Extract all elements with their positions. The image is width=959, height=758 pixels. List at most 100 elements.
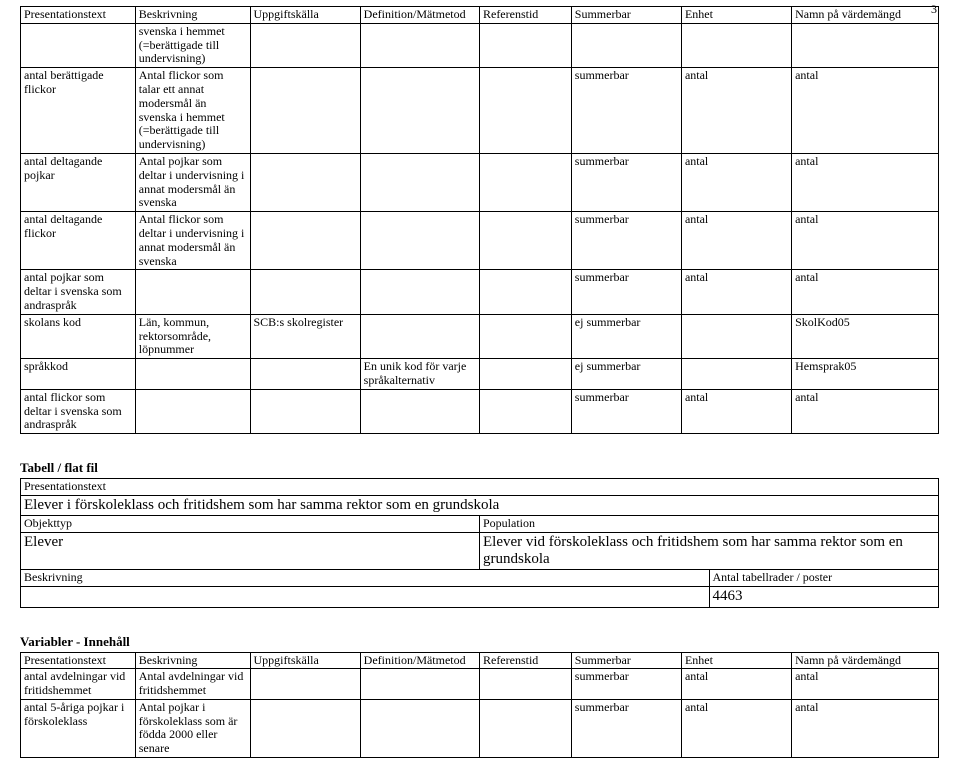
table-cell: antal: [792, 153, 939, 211]
flatfil-value-antalrader: 4463: [709, 587, 939, 607]
flatfil-label-beskrivning: Beskrivning: [21, 570, 710, 587]
table-cell: Antal pojkar som deltar i undervisning i…: [135, 153, 250, 211]
table-row: antal flickor som deltar i svenska som a…: [21, 389, 939, 433]
table-cell: antal: [681, 153, 791, 211]
table-cell: antal: [681, 389, 791, 433]
table-cell: antal flickor som deltar i svenska som a…: [21, 389, 136, 433]
table-row: svenska i hemmet (=berättigade till unde…: [21, 23, 939, 67]
table-cell: [135, 270, 250, 314]
table-cell: [250, 359, 360, 390]
table-cell: [681, 314, 791, 358]
table-cell: antal: [792, 212, 939, 270]
table-cell: antal: [681, 699, 791, 757]
table-cell: [360, 669, 479, 700]
table-cell: [360, 68, 479, 154]
table-cell: [360, 389, 479, 433]
table-cell: summerbar: [571, 389, 681, 433]
table-cell: svenska i hemmet (=berättigade till unde…: [135, 23, 250, 67]
variabler-table-header: Presentationstext: [21, 652, 136, 669]
table-row: antal avdelningar vid fritidshemmetAntal…: [21, 669, 939, 700]
table-row: språkkod En unik kod för varje språkalter…: [21, 359, 939, 390]
variabler-table-header: Uppgiftskälla: [250, 652, 360, 669]
table-cell: ej summerbar: [571, 314, 681, 358]
table-cell: SCB:s skolregister: [250, 314, 360, 358]
flatfil-value-population: Elever vid förskoleklass och fritidshem …: [480, 532, 939, 570]
main-table-header: Enhet: [681, 7, 791, 24]
table-cell: [479, 359, 571, 390]
table-cell: summerbar: [571, 68, 681, 154]
table-cell: [479, 314, 571, 358]
table-cell: [479, 389, 571, 433]
table-cell: antal 5-åriga pojkar i förskoleklass: [21, 699, 136, 757]
table-cell: [479, 68, 571, 154]
table-cell: skolans kod: [21, 314, 136, 358]
flatfil-label-population: Population: [480, 516, 939, 533]
table-cell: Antal flickor som talar ett annat moders…: [135, 68, 250, 154]
variabler-table-header: Referenstid: [479, 652, 571, 669]
table-cell: antal: [792, 270, 939, 314]
table-cell: summerbar: [571, 699, 681, 757]
table-cell: [479, 699, 571, 757]
table-cell: summerbar: [571, 669, 681, 700]
table-cell: [571, 23, 681, 67]
variabler-table-header: Namn på värdemängd: [792, 652, 939, 669]
variabler-table-header: Enhet: [681, 652, 791, 669]
table-cell: [250, 669, 360, 700]
flatfil-value-beskrivning: [21, 587, 710, 607]
flatfil-label-antalrader: Antal tabellrader / poster: [709, 570, 939, 587]
variabler-table-header: Summerbar: [571, 652, 681, 669]
table-cell: En unik kod för varje språkalternativ: [360, 359, 479, 390]
table-cell: [360, 23, 479, 67]
table-cell: språkkod: [21, 359, 136, 390]
table-cell: [135, 359, 250, 390]
table-cell: Län, kommun, rektorsområde, löpnummer: [135, 314, 250, 358]
table-row: skolans kodLän, kommun, rektorsområde, l…: [21, 314, 939, 358]
main-table: PresentationstextBeskrivningUppgiftskäll…: [20, 6, 939, 434]
table-cell: [250, 699, 360, 757]
table-cell: summerbar: [571, 270, 681, 314]
flatfil-label-presentationstext: Presentationstext: [21, 479, 939, 496]
table-cell: [360, 212, 479, 270]
table-cell: [250, 23, 360, 67]
table-cell: [21, 23, 136, 67]
table-cell: ej summerbar: [571, 359, 681, 390]
table-cell: [250, 68, 360, 154]
table-cell: antal: [681, 68, 791, 154]
table-cell: antal: [792, 669, 939, 700]
table-cell: SkolKod05: [792, 314, 939, 358]
table-cell: Antal flickor som deltar i undervisning …: [135, 212, 250, 270]
page-number: 3: [931, 2, 937, 17]
table-cell: [360, 270, 479, 314]
main-table-header: Summerbar: [571, 7, 681, 24]
table-cell: [681, 23, 791, 67]
section-title-variabler: Variabler - Innehåll: [20, 634, 939, 650]
table-row: antal 5-åriga pojkar i förskoleklassAnta…: [21, 699, 939, 757]
table-cell: [681, 359, 791, 390]
table-cell: [250, 153, 360, 211]
table-cell: [360, 314, 479, 358]
table-row: antal pojkar som deltar i svenska som an…: [21, 270, 939, 314]
table-row: antal berättigade flickorAntal flickor s…: [21, 68, 939, 154]
table-cell: [250, 389, 360, 433]
main-table-header: Referenstid: [479, 7, 571, 24]
table-cell: antal deltagande pojkar: [21, 153, 136, 211]
table-cell: antal: [681, 270, 791, 314]
table-row: antal deltagande pojkarAntal pojkar som …: [21, 153, 939, 211]
table-cell: summerbar: [571, 153, 681, 211]
flatfil-value-objekttyp: Elever: [21, 532, 480, 570]
section-title-flatfil: Tabell / flat fil: [20, 460, 939, 476]
table-cell: [479, 270, 571, 314]
flatfil-value-presentationstext: Elever i förskoleklass och fritidshem so…: [21, 495, 939, 515]
table-cell: [479, 23, 571, 67]
table-cell: antal: [681, 212, 791, 270]
variabler-table-header: Beskrivning: [135, 652, 250, 669]
flatfil-table: PresentationstextElever i förskoleklass …: [20, 478, 939, 607]
table-cell: [250, 212, 360, 270]
table-cell: [135, 389, 250, 433]
table-cell: antal deltagande flickor: [21, 212, 136, 270]
table-cell: summerbar: [571, 212, 681, 270]
table-cell: antal avdelningar vid fritidshemmet: [21, 669, 136, 700]
flatfil-label-objekttyp: Objekttyp: [21, 516, 480, 533]
table-cell: [360, 699, 479, 757]
table-cell: [479, 212, 571, 270]
